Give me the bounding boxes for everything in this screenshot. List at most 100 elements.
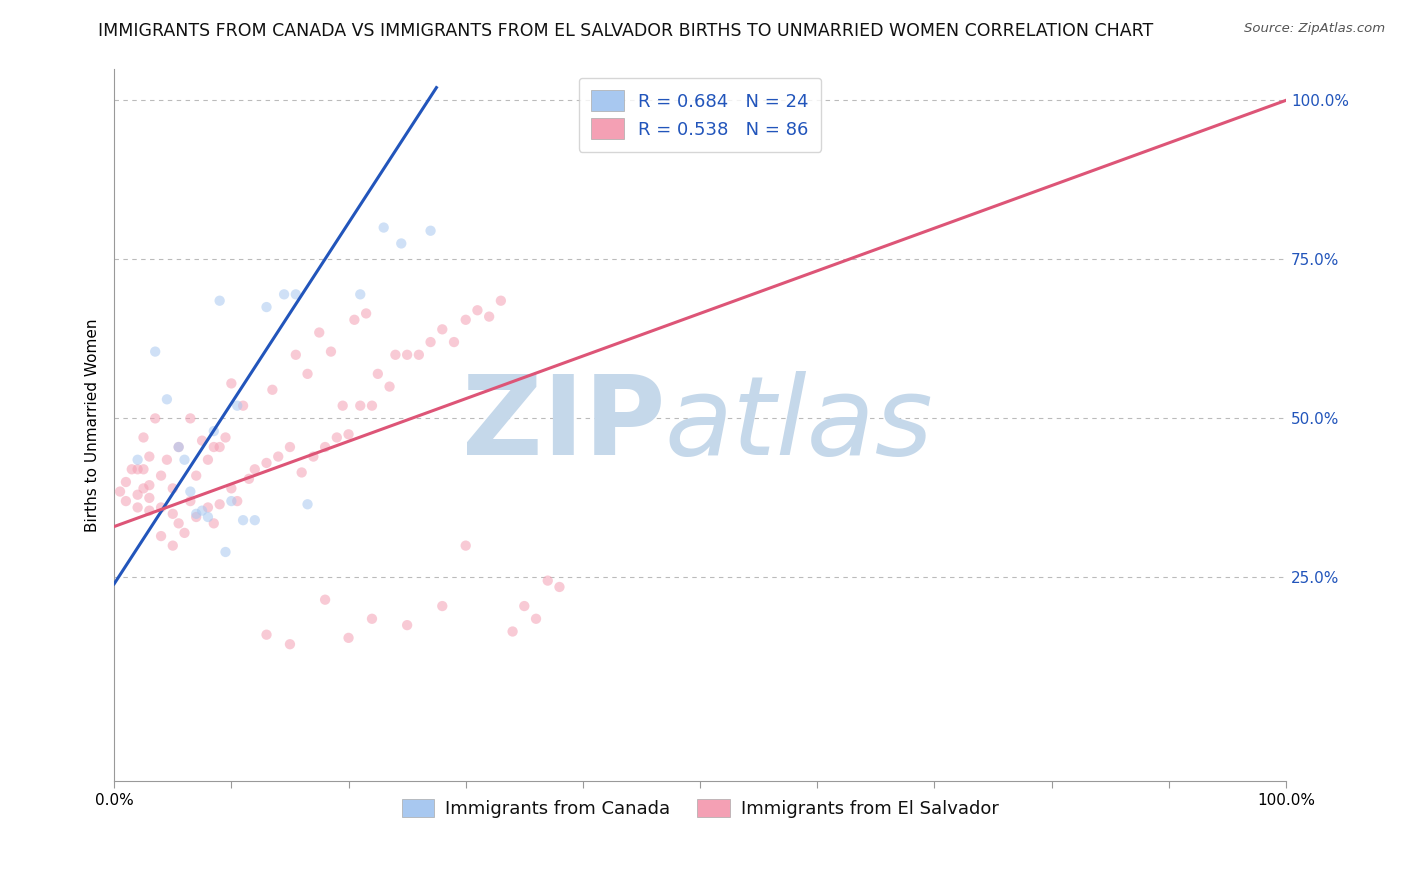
- Point: [284, 287, 307, 301]
- Point: [478, 310, 501, 324]
- Point: [361, 399, 384, 413]
- Point: [319, 344, 342, 359]
- Point: [232, 513, 254, 527]
- Point: [226, 494, 249, 508]
- Point: [143, 344, 166, 359]
- Point: [221, 494, 243, 508]
- Y-axis label: Births to Unmarried Women: Births to Unmarried Women: [86, 318, 100, 532]
- Point: [367, 367, 389, 381]
- Point: [419, 224, 441, 238]
- Point: [419, 334, 441, 349]
- Point: [167, 440, 190, 454]
- Point: [432, 322, 454, 336]
- Point: [256, 300, 278, 314]
- Point: [226, 399, 249, 413]
- Point: [132, 462, 155, 476]
- Point: [127, 488, 149, 502]
- Point: [150, 468, 173, 483]
- Point: [291, 466, 314, 480]
- Legend: Immigrants from Canada, Immigrants from El Salvador: Immigrants from Canada, Immigrants from …: [395, 791, 1005, 825]
- Point: [262, 383, 284, 397]
- Point: [337, 631, 360, 645]
- Point: [208, 497, 231, 511]
- Point: [396, 618, 419, 632]
- Point: [278, 637, 301, 651]
- Point: [513, 599, 536, 613]
- Point: [186, 510, 208, 524]
- Point: [150, 500, 173, 515]
- Point: [284, 348, 307, 362]
- Text: IMMIGRANTS FROM CANADA VS IMMIGRANTS FROM EL SALVADOR BIRTHS TO UNMARRIED WOMEN : IMMIGRANTS FROM CANADA VS IMMIGRANTS FRO…: [98, 22, 1154, 40]
- Text: atlas: atlas: [665, 371, 934, 478]
- Point: [432, 599, 454, 613]
- Point: [121, 462, 143, 476]
- Point: [332, 399, 354, 413]
- Point: [179, 484, 201, 499]
- Point: [378, 379, 401, 393]
- Text: Source: ZipAtlas.com: Source: ZipAtlas.com: [1244, 22, 1385, 36]
- Point: [127, 452, 149, 467]
- Point: [256, 456, 278, 470]
- Point: [297, 367, 319, 381]
- Point: [396, 348, 419, 362]
- Text: ZIP: ZIP: [461, 371, 665, 478]
- Point: [173, 452, 195, 467]
- Point: [243, 462, 266, 476]
- Point: [454, 313, 477, 327]
- Point: [443, 334, 465, 349]
- Point: [221, 376, 243, 391]
- Point: [191, 434, 214, 448]
- Point: [186, 507, 208, 521]
- Point: [197, 452, 219, 467]
- Point: [349, 399, 371, 413]
- Point: [354, 306, 377, 320]
- Point: [267, 450, 290, 464]
- Point: [156, 392, 179, 407]
- Point: [278, 440, 301, 454]
- Point: [108, 484, 131, 499]
- Point: [127, 500, 149, 515]
- Point: [537, 574, 560, 588]
- Point: [243, 513, 266, 527]
- Point: [167, 440, 190, 454]
- Point: [208, 440, 231, 454]
- Point: [191, 503, 214, 517]
- Point: [314, 440, 336, 454]
- Point: [314, 592, 336, 607]
- Point: [308, 326, 330, 340]
- Point: [221, 482, 243, 496]
- Point: [156, 452, 179, 467]
- Point: [138, 450, 160, 464]
- Point: [524, 612, 547, 626]
- Point: [197, 500, 219, 515]
- Point: [162, 482, 184, 496]
- Point: [502, 624, 524, 639]
- Point: [150, 529, 173, 543]
- Point: [337, 427, 360, 442]
- Point: [208, 293, 231, 308]
- Point: [373, 220, 395, 235]
- Point: [162, 507, 184, 521]
- Point: [162, 539, 184, 553]
- Point: [115, 494, 138, 508]
- Point: [197, 510, 219, 524]
- Point: [138, 503, 160, 517]
- Point: [297, 497, 319, 511]
- Point: [302, 450, 325, 464]
- Point: [132, 482, 155, 496]
- Point: [115, 475, 138, 489]
- Point: [138, 491, 160, 505]
- Point: [454, 539, 477, 553]
- Point: [256, 628, 278, 642]
- Point: [214, 545, 236, 559]
- Point: [238, 472, 260, 486]
- Point: [232, 399, 254, 413]
- Point: [361, 612, 384, 626]
- Point: [548, 580, 571, 594]
- Point: [384, 348, 406, 362]
- Point: [389, 236, 412, 251]
- Point: [326, 430, 349, 444]
- Point: [179, 494, 201, 508]
- Point: [408, 348, 430, 362]
- Point: [173, 525, 195, 540]
